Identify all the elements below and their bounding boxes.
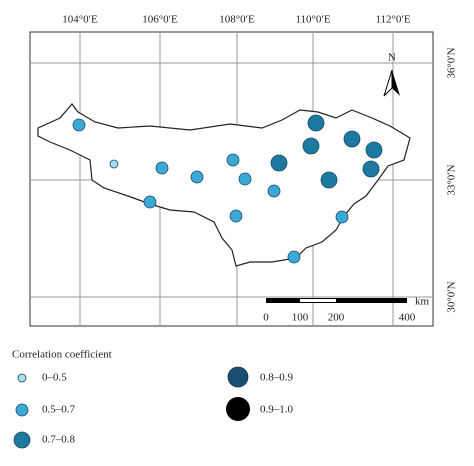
stations [72,114,383,264]
scale-label: 400 [399,312,416,324]
station [267,184,281,198]
longitude-label: 108°0′E [219,14,255,26]
scale-bar: km 0 100 200 400 [263,296,429,324]
station [109,159,119,169]
legend-label: 0.8–0.9 [260,372,294,384]
station [72,118,86,132]
station [302,137,320,155]
station [155,161,169,175]
station [238,172,252,186]
longitude-labels: 104°0′E 106°0′E 108°0′E 110°0′E 112°0′E [62,14,411,26]
station [362,160,380,178]
station [307,114,325,132]
legend-label: 0.9–1.0 [260,404,294,416]
longitude-label: 106°0′E [142,14,178,26]
latitude-label: 36°0′N [446,47,458,78]
legend-swatch [13,431,31,449]
station [270,154,288,172]
legend-swatch [226,397,250,421]
latitude-label: 33°0′N [446,164,458,195]
legend-swatch [227,366,249,388]
station [365,141,383,159]
latitude-labels: 36°0′N 33°0′N 30°0′N [446,47,458,312]
legend-swatch [15,403,29,417]
scale-unit: km [415,296,430,308]
legend-label: 0.5–0.7 [42,404,76,416]
station [190,170,204,184]
longitude-label: 110°0′E [295,14,330,26]
arrow-right [392,70,400,96]
scale-segment [266,298,407,303]
station [343,130,361,148]
legend-swatch [17,373,27,383]
north-label: N [388,52,396,64]
station [320,171,338,189]
legend-label: 0.7–0.8 [42,434,76,446]
legend-title: Correlation coefficient [12,349,112,361]
station [335,210,349,224]
scale-label: 100 [292,312,309,324]
longitude-label: 104°0′E [62,14,98,26]
station [226,153,240,167]
scale-label: 0 [263,312,269,324]
station [143,195,157,209]
scale-label: 200 [328,312,345,324]
station [229,209,243,223]
scale-segment [300,299,336,302]
legend: Correlation coefficient 0–0.5 0.5–0.7 0.… [12,349,294,449]
longitude-label: 112°0′E [375,14,410,26]
legend-label: 0–0.5 [42,372,67,384]
north-arrow: N [383,52,400,97]
station [287,250,301,264]
latitude-label: 30°0′N [446,281,458,312]
